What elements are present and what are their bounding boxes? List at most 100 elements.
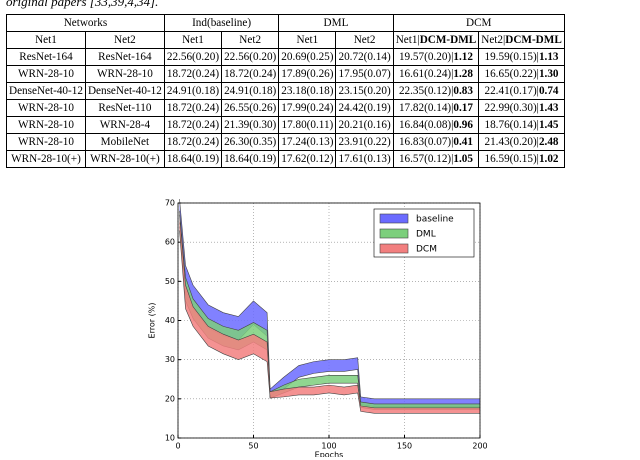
cell-text: 17.99(0.24) [281,101,334,114]
cell-text: 18.72(0.24) [166,101,220,114]
x-tick-label: 200 [472,442,487,451]
cell: 17.62(0.12) [278,150,337,168]
cell-text: 16.65(0.22)| [484,67,539,80]
cell-text: 18.72(0.24) [224,67,277,80]
cell: 17.24(0.13) [278,133,337,151]
cell-text: 16.57(0.12)| [398,152,454,165]
cell: 23.91(0.22) [335,133,394,151]
cell-text: 22.99(0.30)| [484,101,539,114]
cell-text: 17.89(0.26) [281,67,334,80]
cell: 17.99(0.24) [278,99,337,117]
cell: 26.55(0.26) [221,99,280,117]
cell: 16.61(0.24)|1.28 [392,65,480,83]
cell-bold: 0.17 [453,101,473,114]
cell-text: Net2 [353,33,376,46]
y-tick-label: 10 [165,434,175,443]
cell-bold: 1.12 [453,50,473,63]
band-edge [179,230,480,414]
cell-text: 18.72(0.24) [166,67,220,80]
cell-text: Net2| [481,33,506,46]
cell-bold: 1.02 [538,152,559,165]
cell: WRN-28-10 [6,133,86,151]
cell-text: 16.59(0.15)| [484,152,539,165]
cell-bold: DCM-DML [505,33,562,46]
header: Net2 [335,31,394,49]
caption: original papers [33,39,4,34]. [6,0,159,9]
cell-bold: 0.41 [453,135,473,148]
cell: WRN-28-10(+) [6,150,86,168]
cell: 23.18(0.18) [278,82,337,100]
cell: 20.69(0.25) [278,48,337,66]
cell-text: 22.35(0.12)| [398,84,454,97]
cell-text: 23.18(0.18) [281,84,334,97]
cell-bold: 1.05 [453,152,473,165]
cell: 18.72(0.24) [163,99,223,117]
cell: WRN-28-10(+) [84,150,165,168]
y-tick-label: 30 [165,355,175,364]
header: Net1|DCM-DML [392,31,480,49]
cell: ResNet-164 [6,48,86,66]
cell-text: 17.95(0.07) [338,67,391,80]
cell: 18.72(0.24) [163,65,223,83]
cell-text: Net2 [239,33,262,46]
cell-bold: 1.43 [538,101,559,114]
x-tick-label: 150 [397,442,412,451]
cell: 22.41(0.17)|0.74 [478,82,565,100]
cell-bold: 1.28 [453,67,473,80]
cell-text: Net1 [35,33,57,46]
cell-text: Net1| [395,33,420,46]
band-edge [179,210,480,405]
cell: 16.65(0.22)|1.30 [478,65,565,83]
cell: WRN-28-4 [84,116,165,134]
cell-text: WRN-28-10 [18,67,74,80]
cell: 17.80(0.11) [278,116,337,134]
results-table: Networks Ind(baseline) DML DCM Net1 Net2 Net1 N… [6,14,565,168]
cell: DenseNet-40-12 [84,82,165,100]
cell: 24.91(0.18) [163,82,223,100]
cell: 18.64(0.19) [221,150,280,168]
cell: 18.72(0.24) [163,116,223,134]
cell-bold: 1.30 [538,67,559,80]
cell: 18.64(0.19) [163,150,223,168]
cell-text: 18.76(0.14)| [484,118,539,131]
legend-label: DML [416,230,436,240]
cell-text: 24.91(0.18) [224,84,277,97]
header: Net2|DCM-DML [478,31,565,49]
cell: 17.95(0.07) [335,65,394,83]
cell-text: WRN-28-10(+) [11,152,81,165]
legend-label: DCM [416,245,437,255]
cell: 16.57(0.12)|1.05 [392,150,480,168]
y-tick-label: 20 [165,394,175,403]
cell: ResNet-164 [84,48,165,66]
cell-text: 26.55(0.26) [224,101,277,114]
cell: 18.72(0.24) [163,133,223,151]
cell-text: WRN-28-10 [18,135,74,148]
legend-swatch [379,213,409,224]
group-header: Ind(baseline) [163,14,280,32]
y-tick-label: 70 [165,199,175,208]
cell-text: DenseNet-40-12 [9,84,83,97]
group-header: DML [278,14,394,32]
cell: 16.83(0.07)|0.41 [392,133,480,151]
cell: ResNet-110 [84,99,165,117]
cell-text: WRN-28-4 [99,118,151,131]
cell: 16.84(0.08)|0.96 [392,116,480,134]
cell: MobileNet [84,133,165,151]
cell-text: 19.59(0.15)| [484,50,539,63]
header: Net2 [221,31,280,49]
y-tick-label: 40 [165,316,175,325]
x-tick-label: 0 [175,442,180,451]
cell: WRN-28-10 [84,65,165,83]
y-tick-label: 60 [165,238,175,247]
cell-text: 22.56(0.20) [166,50,220,63]
cell-text: 21.43(0.20)| [484,135,539,148]
legend-swatch [379,228,409,239]
cell: 17.82(0.14)|0.17 [392,99,480,117]
cell-text: Net1 [296,33,319,46]
band-edge [179,199,480,400]
cell-text: 17.80(0.11) [281,118,334,131]
cell: 18.72(0.24) [221,65,280,83]
cell: 24.91(0.18) [221,82,280,100]
cell-text: 24.42(0.19) [338,101,391,114]
